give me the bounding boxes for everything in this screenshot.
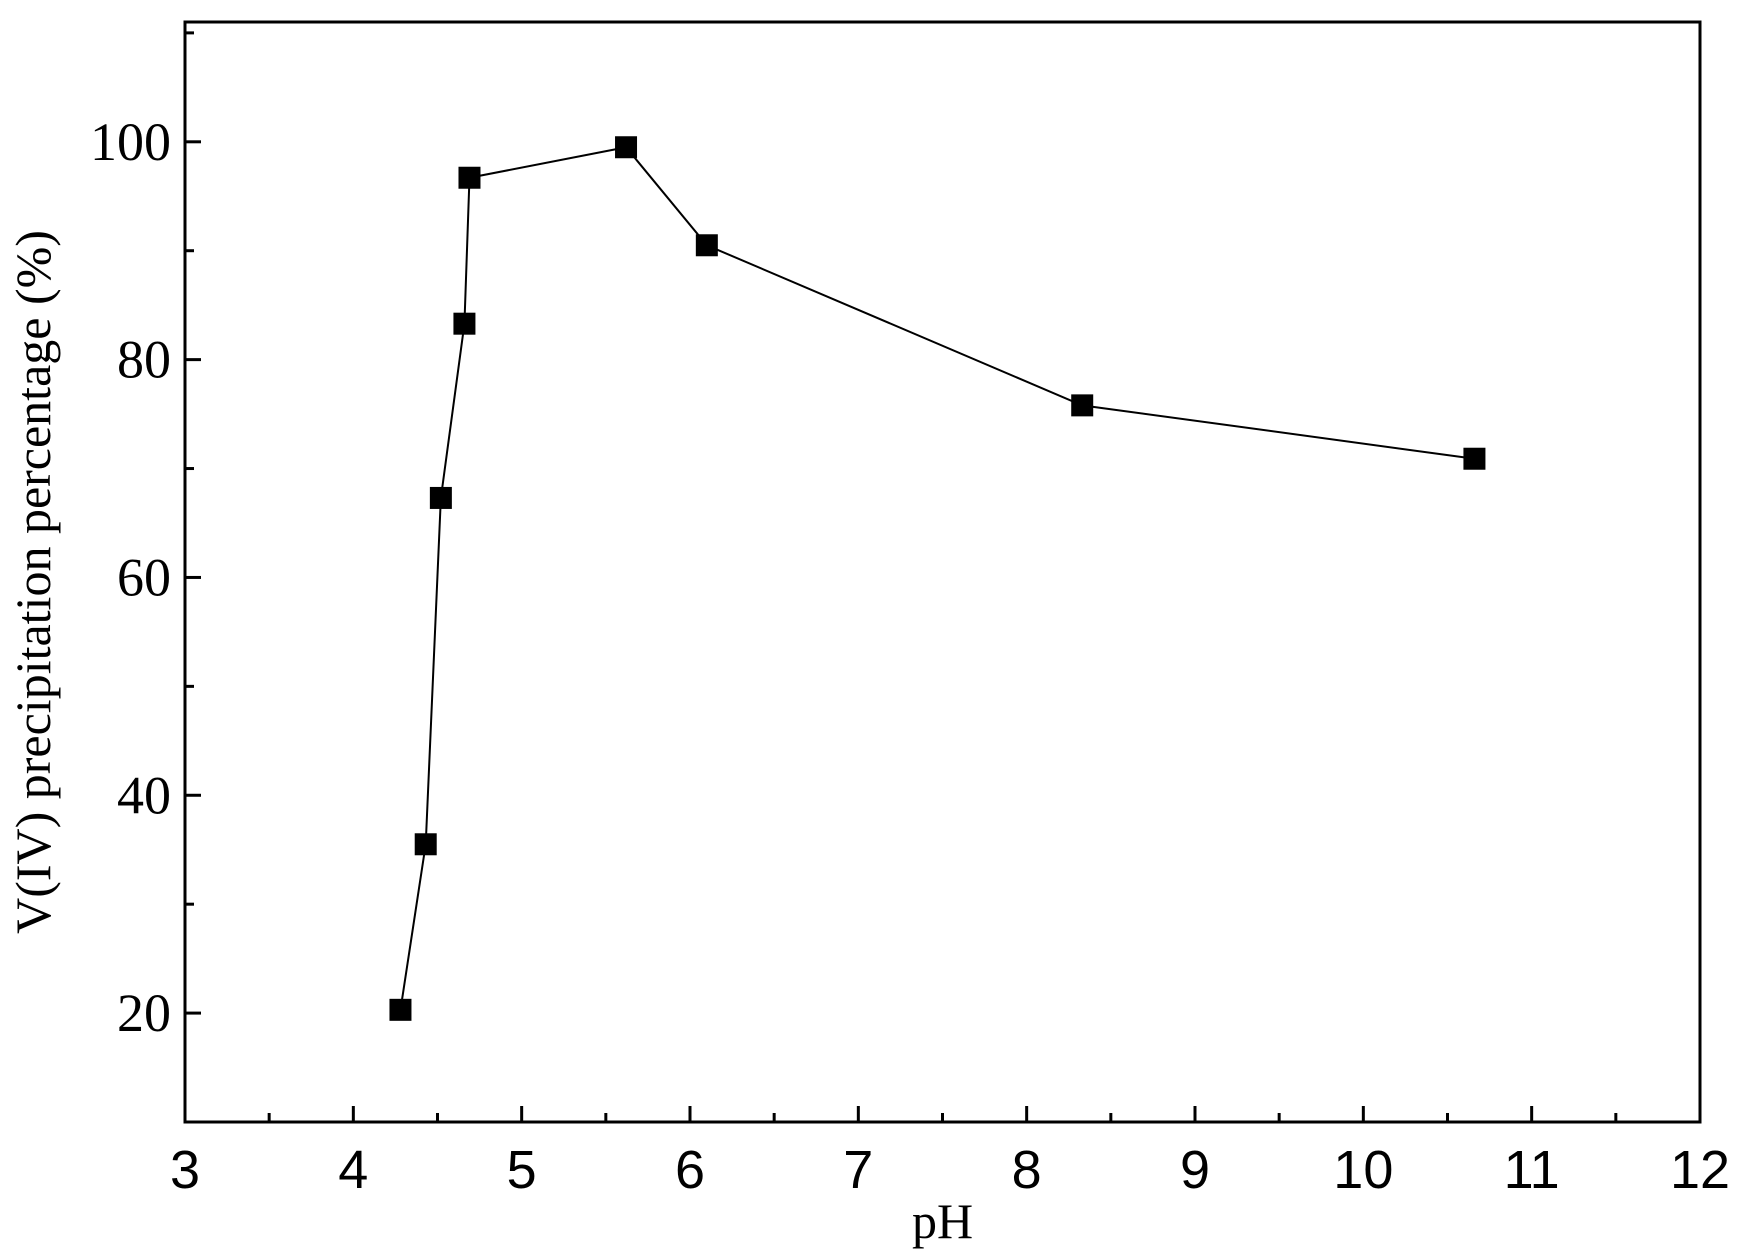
y-tick-label: 40 (117, 765, 171, 825)
data-point-marker (458, 166, 481, 189)
y-tick-label: 100 (90, 112, 171, 172)
data-point-marker (389, 998, 412, 1021)
x-tick-label: 6 (675, 1140, 705, 1200)
series-layer (399, 146, 1475, 1010)
x-tick-label: 12 (1670, 1140, 1730, 1200)
labels-layer: 3 4 5 6 7 8 9 10 11 12 20 40 60 80 100 (90, 112, 1730, 1200)
x-tick-label: 9 (1180, 1140, 1210, 1200)
ticks-layer (183, 31, 1702, 1124)
data-point-marker (414, 833, 437, 856)
x-tick-label: 3 (170, 1140, 200, 1200)
data-point-marker (615, 136, 638, 159)
x-tick-label: 7 (843, 1140, 873, 1200)
data-point-marker (695, 234, 718, 257)
y-tick-label: 20 (117, 983, 171, 1043)
data-point-marker (1071, 394, 1094, 417)
markers-layer (389, 136, 1486, 1021)
data-point-marker (429, 486, 452, 509)
y-axis-title: V(IV) precipitation percentage (%) (5, 230, 61, 934)
x-axis-title: pH (912, 1193, 973, 1249)
x-tick-label: 10 (1333, 1140, 1393, 1200)
data-point-marker (453, 312, 476, 335)
series-line (399, 146, 1475, 1010)
x-tick-label: 11 (1504, 1140, 1560, 1200)
x-tick-label: 4 (338, 1140, 368, 1200)
y-tick-label: 60 (117, 547, 171, 607)
plot-area-frame (183, 20, 1702, 1124)
y-tick-label: 80 (117, 330, 171, 390)
x-tick-label: 5 (507, 1140, 537, 1200)
x-tick-label: 8 (1012, 1140, 1042, 1200)
data-point-marker (1463, 447, 1486, 470)
